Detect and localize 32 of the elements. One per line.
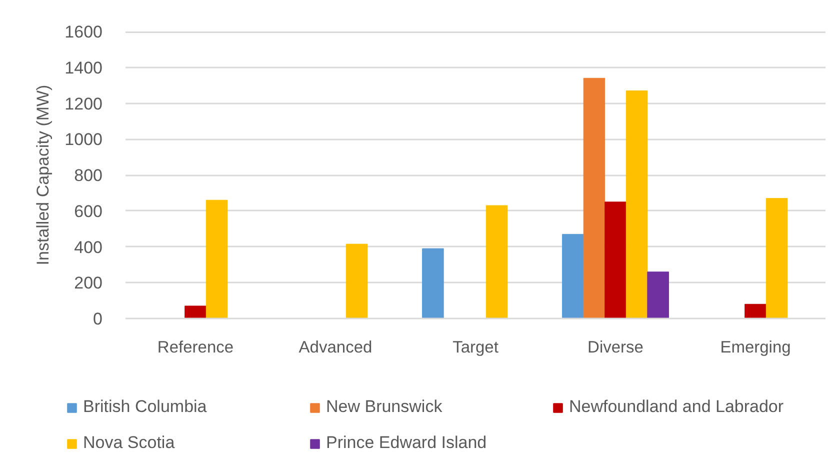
y-tick-label: 400 bbox=[74, 238, 103, 257]
bar bbox=[604, 202, 626, 318]
bar bbox=[647, 272, 669, 318]
y-tick-label: 1000 bbox=[64, 130, 103, 150]
y-axis-title: Installed Capacity (MW) bbox=[34, 84, 53, 266]
y-tick-label: 1200 bbox=[64, 94, 103, 114]
bar bbox=[583, 78, 606, 318]
bar bbox=[206, 200, 228, 318]
y-tick-label: 200 bbox=[74, 274, 103, 293]
x-tick-label: Target bbox=[452, 338, 499, 356]
bar bbox=[766, 198, 788, 318]
y-tick-label: 0 bbox=[93, 310, 103, 328]
legend-label: New Brunswick bbox=[326, 397, 444, 417]
bar bbox=[346, 244, 368, 318]
legend-label: Nova Scotia bbox=[83, 433, 176, 453]
legend-label: Prince Edward Island bbox=[326, 433, 488, 453]
x-tick-label: Advanced bbox=[298, 338, 372, 356]
legend-label: Newfoundland and Labrador bbox=[569, 397, 784, 417]
x-tick-label: Reference bbox=[157, 338, 234, 356]
bar bbox=[184, 306, 206, 318]
x-tick-label: Emerging bbox=[720, 338, 791, 356]
y-tick-label: 1600 bbox=[64, 22, 103, 42]
y-tick-label: 1400 bbox=[64, 58, 103, 78]
y-tick-label: 600 bbox=[74, 202, 103, 221]
bar bbox=[744, 304, 766, 318]
bar bbox=[422, 248, 444, 318]
bar bbox=[486, 205, 508, 318]
legend-label: British Columbia bbox=[83, 397, 208, 417]
y-tick-label: 800 bbox=[74, 166, 103, 185]
bar bbox=[562, 234, 584, 318]
bar bbox=[626, 90, 648, 318]
x-tick-label: Diverse bbox=[588, 338, 644, 356]
